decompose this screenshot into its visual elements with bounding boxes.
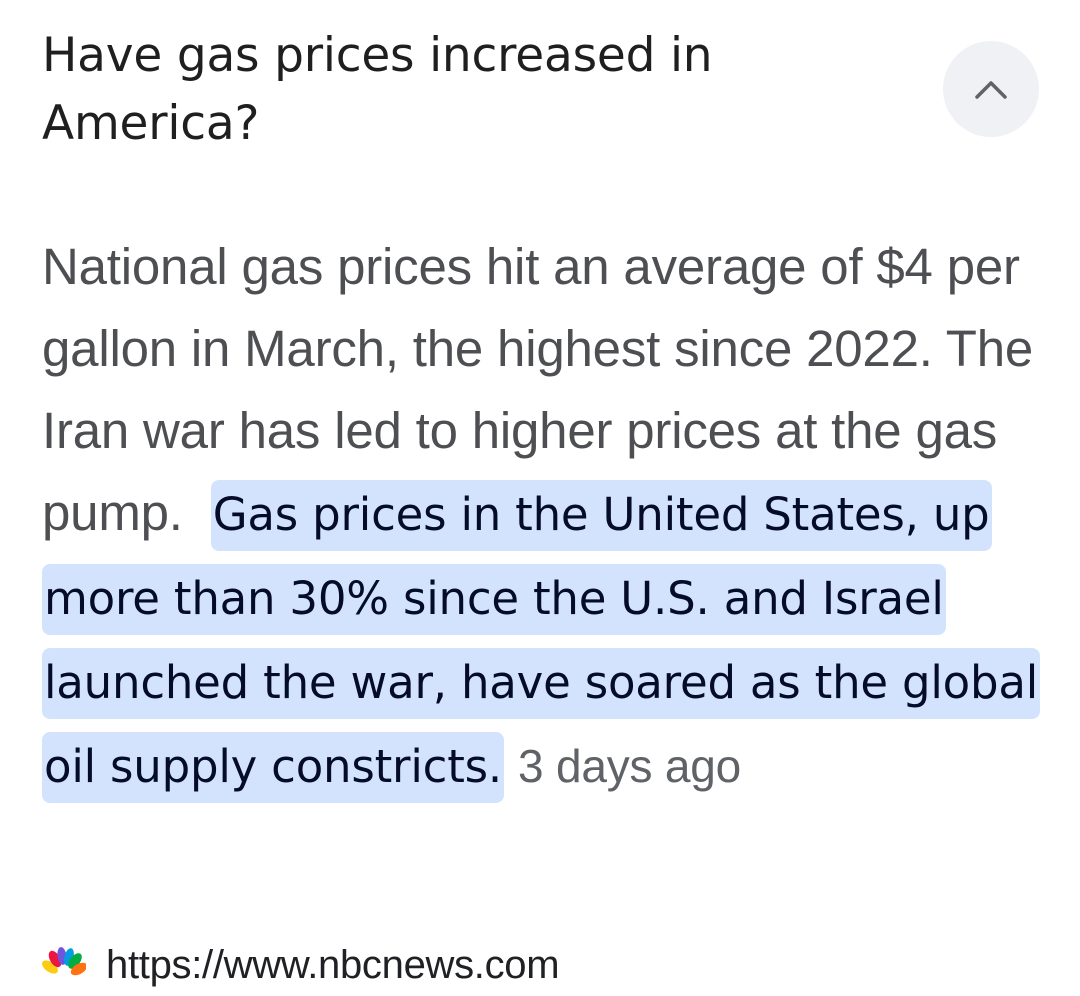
collapse-button[interactable] <box>943 41 1039 137</box>
nbc-peacock-logo <box>42 947 86 981</box>
answer-text: National gas prices hit an average of $4… <box>42 226 1042 808</box>
source-link[interactable]: https://www.nbcnews.com <box>42 936 560 994</box>
answer-plain-text: National gas prices hit an average of $4… <box>42 238 1034 541</box>
question-heading: Have gas prices increased in America? <box>42 28 713 151</box>
answer-timestamp: 3 days ago <box>518 740 742 792</box>
source-url: https://www.nbcnews.com <box>106 942 560 987</box>
chevron-up-icon <box>975 81 1007 99</box>
